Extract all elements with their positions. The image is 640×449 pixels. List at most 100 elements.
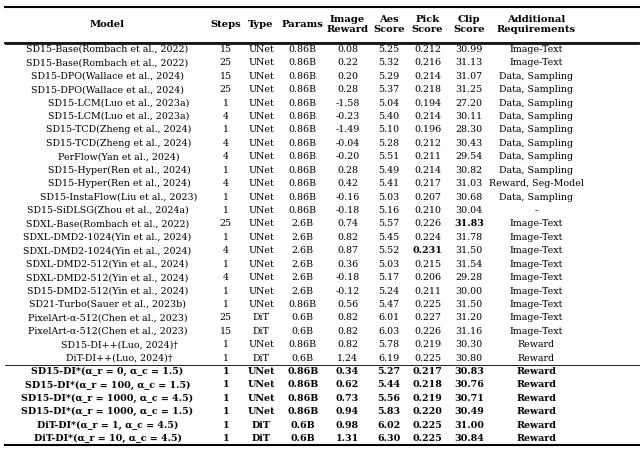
Text: 0.28: 0.28 xyxy=(337,166,358,175)
Text: UNet: UNet xyxy=(248,273,274,282)
Text: SD15-DI*(α_r = 0, α_c = 1.5): SD15-DI*(α_r = 0, α_c = 1.5) xyxy=(31,367,184,376)
Text: 0.206: 0.206 xyxy=(414,273,441,282)
Text: DiT: DiT xyxy=(253,327,269,336)
Text: SD15-DPO(Wallace et al., 2024): SD15-DPO(Wallace et al., 2024) xyxy=(31,72,184,81)
Text: -: - xyxy=(534,206,538,215)
Text: UNet: UNet xyxy=(248,152,274,161)
Text: 0.214: 0.214 xyxy=(414,112,441,121)
Text: 0.86B: 0.86B xyxy=(287,394,318,403)
Text: 4: 4 xyxy=(223,139,229,148)
Text: Image
Reward: Image Reward xyxy=(326,15,369,35)
Text: -0.20: -0.20 xyxy=(335,152,360,161)
Text: 2.6B: 2.6B xyxy=(292,220,314,229)
Text: 0.86B: 0.86B xyxy=(289,139,317,148)
Text: 30.71: 30.71 xyxy=(454,394,484,403)
Text: -1.49: -1.49 xyxy=(335,125,360,134)
Text: 0.219: 0.219 xyxy=(414,340,441,349)
Text: 0.224: 0.224 xyxy=(414,233,441,242)
Text: Image-Text: Image-Text xyxy=(509,273,563,282)
Text: 5.28: 5.28 xyxy=(378,139,400,148)
Text: 0.86B: 0.86B xyxy=(289,152,317,161)
Text: 0.98: 0.98 xyxy=(336,421,359,430)
Text: Data, Sampling: Data, Sampling xyxy=(499,166,573,175)
Text: 0.220: 0.220 xyxy=(413,407,442,416)
Text: UNet: UNet xyxy=(248,233,274,242)
Text: 0.225: 0.225 xyxy=(413,434,442,443)
Text: 0.42: 0.42 xyxy=(337,179,358,188)
Text: UNet: UNet xyxy=(248,286,274,295)
Text: UNet: UNet xyxy=(248,125,274,134)
Text: 31.78: 31.78 xyxy=(456,233,483,242)
Text: -0.16: -0.16 xyxy=(335,193,360,202)
Text: Type: Type xyxy=(248,20,274,29)
Text: 15: 15 xyxy=(220,327,232,336)
Text: UNet: UNet xyxy=(248,246,274,255)
Text: 0.214: 0.214 xyxy=(414,166,441,175)
Text: Reward: Reward xyxy=(516,407,556,416)
Text: 5.32: 5.32 xyxy=(378,58,400,67)
Text: 0.6B: 0.6B xyxy=(292,313,314,322)
Text: 5.24: 5.24 xyxy=(378,286,400,295)
Text: 30.99: 30.99 xyxy=(456,45,483,54)
Text: SDXL-DMD2-512(Yin et al., 2024): SDXL-DMD2-512(Yin et al., 2024) xyxy=(26,260,189,269)
Text: 0.34: 0.34 xyxy=(336,367,359,376)
Text: UNet: UNet xyxy=(248,300,274,309)
Text: SD15-TCD(Zheng et al., 2024): SD15-TCD(Zheng et al., 2024) xyxy=(46,125,192,135)
Text: 15: 15 xyxy=(220,72,232,81)
Text: 31.25: 31.25 xyxy=(456,85,483,94)
Text: 0.86B: 0.86B xyxy=(289,125,317,134)
Text: UNet: UNet xyxy=(248,99,274,108)
Text: 30.00: 30.00 xyxy=(456,286,483,295)
Text: -0.18: -0.18 xyxy=(335,273,360,282)
Text: 0.210: 0.210 xyxy=(414,206,441,215)
Text: 0.86B: 0.86B xyxy=(289,45,317,54)
Text: 0.211: 0.211 xyxy=(414,286,441,295)
Text: UNet: UNet xyxy=(248,166,274,175)
Text: 25: 25 xyxy=(220,58,232,67)
Text: SD15-Base(Rombach et al., 2022): SD15-Base(Rombach et al., 2022) xyxy=(26,45,189,54)
Text: UNet: UNet xyxy=(248,112,274,121)
Text: -0.18: -0.18 xyxy=(335,206,360,215)
Text: Reward: Reward xyxy=(518,340,555,349)
Text: SD15-Hyper(Ren et al., 2024): SD15-Hyper(Ren et al., 2024) xyxy=(47,166,191,175)
Text: UNet: UNet xyxy=(248,367,275,376)
Text: UNet: UNet xyxy=(248,72,274,81)
Text: 31.50: 31.50 xyxy=(456,300,483,309)
Text: Data, Sampling: Data, Sampling xyxy=(499,72,573,81)
Text: UNet: UNet xyxy=(248,394,275,403)
Text: 0.87: 0.87 xyxy=(337,246,358,255)
Text: UNet: UNet xyxy=(248,380,275,389)
Text: 2.6B: 2.6B xyxy=(292,233,314,242)
Text: 0.225: 0.225 xyxy=(414,300,441,309)
Text: 6.19: 6.19 xyxy=(378,354,400,363)
Text: 0.86B: 0.86B xyxy=(289,58,317,67)
Text: 31.20: 31.20 xyxy=(456,313,483,322)
Text: 0.6B: 0.6B xyxy=(292,354,314,363)
Text: SDXL-DMD2-1024(Yin et al., 2024): SDXL-DMD2-1024(Yin et al., 2024) xyxy=(24,233,191,242)
Text: 30.30: 30.30 xyxy=(456,340,483,349)
Text: 30.83: 30.83 xyxy=(454,367,484,376)
Text: 0.196: 0.196 xyxy=(414,125,441,134)
Text: 0.225: 0.225 xyxy=(414,354,441,363)
Text: 0.86B: 0.86B xyxy=(289,193,317,202)
Text: SDXL-DMD2-1024(Yin et al., 2024): SDXL-DMD2-1024(Yin et al., 2024) xyxy=(24,246,191,255)
Text: 0.226: 0.226 xyxy=(414,327,441,336)
Text: Reward: Reward xyxy=(516,380,556,389)
Text: 5.37: 5.37 xyxy=(378,85,400,94)
Text: SD15-Hyper(Ren et al., 2024): SD15-Hyper(Ren et al., 2024) xyxy=(47,179,191,188)
Text: 5.45: 5.45 xyxy=(378,233,400,242)
Text: 0.74: 0.74 xyxy=(337,220,358,229)
Text: UNet: UNet xyxy=(248,193,274,202)
Text: 31.03: 31.03 xyxy=(456,179,483,188)
Text: -0.04: -0.04 xyxy=(335,139,360,148)
Text: 30.80: 30.80 xyxy=(456,354,483,363)
Text: -0.12: -0.12 xyxy=(335,286,360,295)
Text: 0.6B: 0.6B xyxy=(291,434,315,443)
Text: 1: 1 xyxy=(223,125,229,134)
Text: 1: 1 xyxy=(223,394,229,403)
Text: 31.00: 31.00 xyxy=(454,421,484,430)
Text: UNet: UNet xyxy=(248,139,274,148)
Text: 0.86B: 0.86B xyxy=(289,72,317,81)
Text: -0.23: -0.23 xyxy=(335,112,360,121)
Text: 30.04: 30.04 xyxy=(456,206,483,215)
